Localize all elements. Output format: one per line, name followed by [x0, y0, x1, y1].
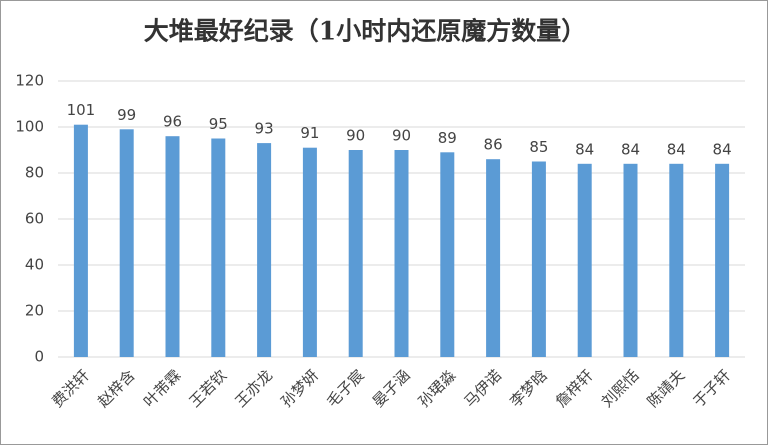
- data-label: 95: [209, 115, 228, 133]
- bar: [577, 163, 592, 357]
- y-tick-label: 120: [15, 72, 44, 90]
- bar: [302, 147, 317, 357]
- y-tick-label: 20: [25, 302, 44, 320]
- bar: [715, 163, 730, 357]
- bar: [119, 129, 134, 357]
- data-label: 84: [621, 140, 640, 158]
- bar: [394, 150, 409, 357]
- data-label: 84: [575, 140, 594, 158]
- data-label: 89: [438, 129, 457, 147]
- data-label: 99: [117, 106, 136, 124]
- y-tick-label: 40: [25, 256, 44, 274]
- bar: [73, 124, 88, 357]
- bar: [257, 143, 272, 357]
- chart-title: 大堆最好纪录（1小时内还原魔方数量）: [144, 17, 586, 46]
- y-tick-label: 100: [15, 118, 44, 136]
- bar: [348, 150, 363, 357]
- data-label: 84: [713, 140, 732, 158]
- bar: [486, 159, 501, 357]
- data-label: 90: [346, 127, 365, 145]
- data-label: 101: [67, 101, 96, 119]
- data-label: 91: [300, 124, 319, 142]
- bar: [165, 136, 180, 357]
- bar: [211, 138, 226, 357]
- y-tick-label: 80: [25, 164, 44, 182]
- data-label: 90: [392, 127, 411, 145]
- bar: [623, 163, 638, 357]
- bar: [669, 163, 684, 357]
- data-label: 86: [484, 136, 503, 154]
- y-tick-label: 60: [25, 210, 44, 228]
- bar: [440, 152, 455, 357]
- data-label: 85: [529, 138, 548, 156]
- y-tick-label: 0: [34, 348, 44, 366]
- bar: [531, 161, 546, 357]
- data-label: 96: [163, 113, 182, 131]
- data-label: 93: [255, 120, 274, 138]
- data-label: 84: [667, 140, 686, 158]
